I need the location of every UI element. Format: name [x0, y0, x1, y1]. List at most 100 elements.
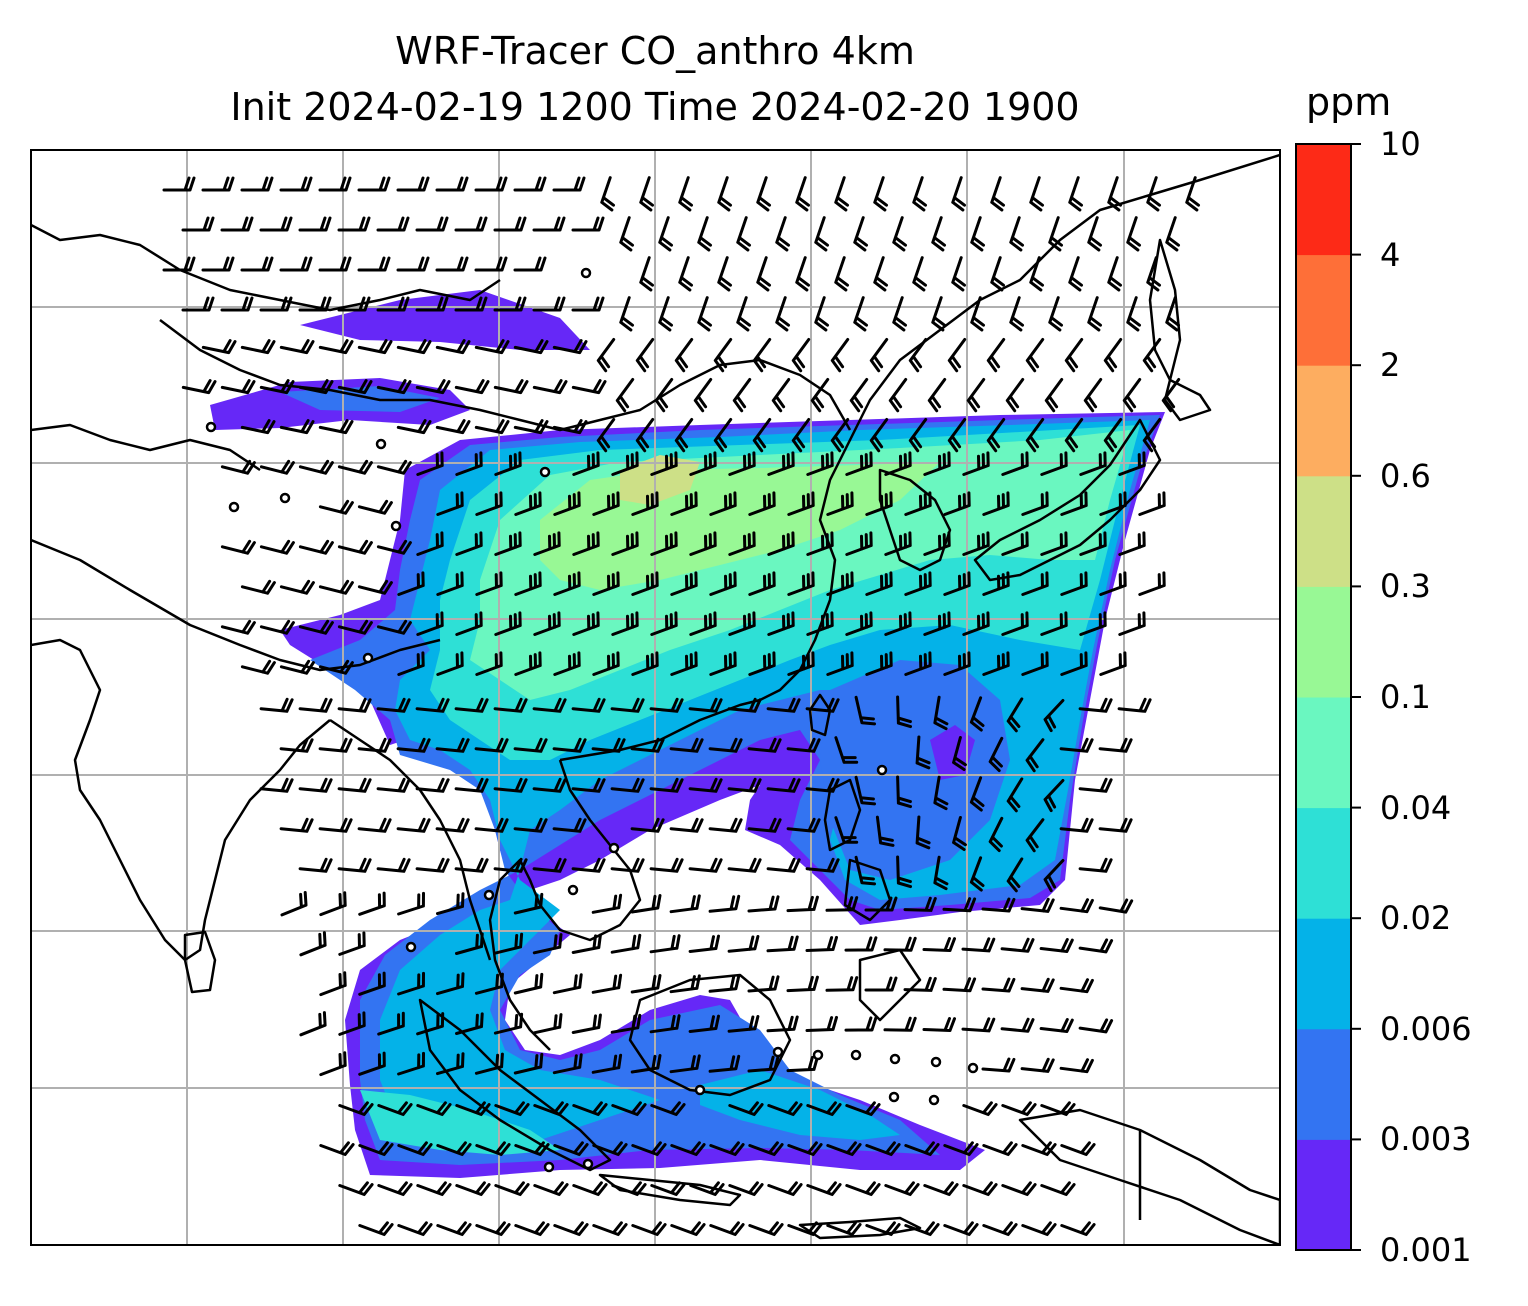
colorbar-tick-label: 0.3	[1380, 567, 1431, 606]
wind-barb	[493, 296, 527, 312]
wind-barb	[931, 296, 946, 332]
wind-barb	[357, 737, 392, 753]
wind-barb	[1029, 176, 1044, 212]
wind-barb	[728, 451, 756, 476]
wind-barb	[1079, 451, 1107, 476]
wind-barb	[787, 1141, 823, 1156]
wind-barb	[845, 1101, 881, 1116]
wind-barb	[279, 579, 315, 595]
wind-barb	[1165, 216, 1180, 252]
wind-barb	[611, 1101, 647, 1116]
wind-barb	[767, 1101, 803, 1116]
wind-barb	[553, 571, 581, 596]
wind-barb	[571, 296, 605, 312]
wind-barb	[810, 378, 830, 413]
wind-barb	[825, 976, 859, 992]
wind-barb	[834, 176, 849, 212]
wind-barb	[592, 491, 620, 516]
wind-barb	[494, 611, 522, 636]
wind-barb	[826, 1221, 862, 1236]
wind-barb	[1025, 738, 1045, 773]
wind-barb	[1001, 611, 1029, 636]
wind-barb	[756, 256, 771, 292]
wind-barb	[904, 1221, 940, 1236]
wind-barb	[600, 176, 615, 212]
wind-barb	[748, 651, 776, 676]
wind-barb	[337, 777, 372, 793]
wind-barb	[298, 777, 333, 793]
wind-barb	[1021, 491, 1049, 516]
wind-barb	[1060, 491, 1088, 516]
wind-barb	[338, 931, 366, 956]
wind-barb	[709, 491, 737, 516]
wind-barb	[513, 419, 549, 435]
wind-barb	[1118, 531, 1146, 556]
wind-barb	[1118, 451, 1146, 476]
wind-barb	[592, 651, 620, 676]
wind-barb	[1107, 176, 1122, 212]
wind-barb	[922, 1017, 956, 1032]
wind-barb	[834, 736, 859, 764]
wind-barb	[318, 499, 354, 515]
wind-barb	[884, 1181, 920, 1196]
wind-barb	[474, 1052, 504, 1075]
wind-barb	[1025, 818, 1045, 853]
wind-barb	[748, 491, 776, 516]
wind-barb	[630, 894, 662, 914]
wind-barb	[572, 1181, 608, 1196]
wind-barb	[834, 816, 859, 844]
wind-barb	[279, 737, 314, 753]
wind-barb	[688, 934, 720, 953]
wind-barb	[220, 296, 254, 312]
wind-barb	[376, 459, 412, 475]
wind-barb	[377, 1101, 413, 1116]
wind-barb	[397, 1141, 433, 1156]
wind-barb	[1126, 216, 1141, 252]
wind-barb	[915, 815, 931, 850]
wind-barb	[1039, 938, 1074, 953]
wind-barb	[455, 1101, 491, 1116]
wind-barb	[553, 1141, 589, 1156]
wind-barb	[513, 817, 548, 833]
wind-barb	[670, 1141, 706, 1156]
wind-barb	[532, 697, 567, 713]
wind-barb	[933, 855, 949, 891]
wind-barb	[748, 1141, 784, 1156]
wind-barb	[532, 296, 566, 312]
wind-barb	[436, 1141, 472, 1156]
wind-barb	[728, 611, 756, 636]
wind-barb	[1021, 651, 1049, 676]
wind-barb	[397, 651, 425, 676]
wind-barb	[766, 935, 799, 953]
wind-barb	[338, 1011, 366, 1036]
wind-barb	[752, 418, 772, 453]
plume-philippine-core	[930, 725, 975, 780]
wind-barb	[969, 696, 985, 732]
wind-barb	[397, 571, 425, 596]
wind-barb	[970, 296, 985, 332]
wind-barb	[854, 855, 876, 886]
wind-barb	[1103, 418, 1123, 453]
wind-barb	[571, 379, 607, 395]
wind-barb	[1064, 418, 1084, 453]
wind-barb	[635, 338, 655, 373]
wind-barb	[318, 579, 354, 595]
wind-barb	[990, 256, 1005, 292]
wind-barb	[969, 776, 985, 812]
wind-barb	[727, 857, 762, 873]
wind-barb	[865, 491, 893, 516]
wind-barb	[493, 379, 529, 395]
wind-barb	[396, 339, 432, 355]
wind-barb	[1068, 256, 1083, 292]
wind-barb	[552, 737, 587, 753]
wind-barb	[201, 256, 235, 272]
wind-barb	[337, 619, 373, 635]
wind-barb	[688, 857, 723, 873]
wind-barb	[678, 256, 693, 292]
wind-barb	[830, 338, 850, 373]
wind-barb	[376, 216, 410, 232]
calm-markers	[205, 267, 979, 1173]
wind-barb	[888, 378, 908, 413]
wind-barb	[240, 256, 274, 272]
wind-barb	[853, 216, 868, 252]
